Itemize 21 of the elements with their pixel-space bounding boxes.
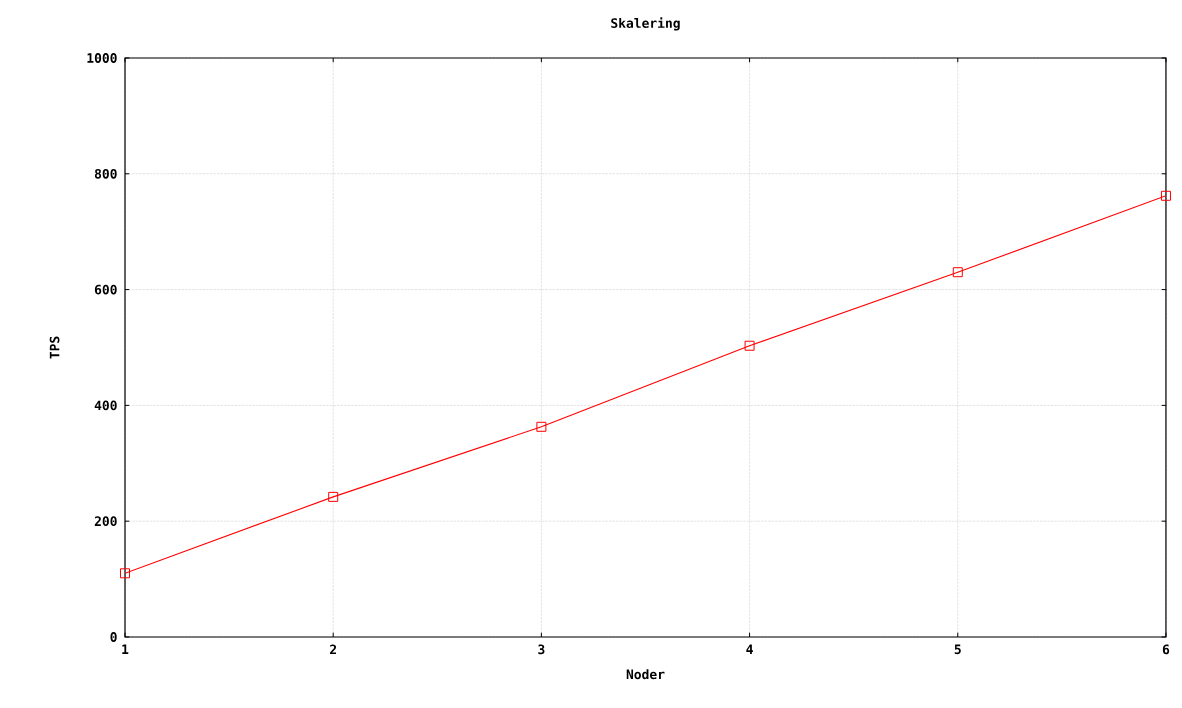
y-tick-label: 400: [94, 400, 117, 411]
point: [1160, 190, 1171, 201]
point: [536, 421, 547, 432]
y-tick-label: 0: [110, 632, 117, 642]
y-tick-label: 1000: [87, 53, 117, 63]
y-tick-label: 200: [94, 516, 117, 527]
point: [120, 568, 131, 579]
x-tick-label: 3: [538, 644, 545, 655]
y-tick-label: 600: [94, 284, 117, 295]
point: [328, 491, 339, 502]
chart-title: Skalering: [611, 17, 680, 31]
y-axis-title: TPS: [49, 336, 60, 359]
x-tick-label: 1: [122, 644, 129, 654]
x-axis-title: Noder: [626, 669, 665, 680]
point: [952, 267, 963, 278]
y-tick-label: 800: [94, 168, 117, 179]
x-tick-label: 5: [954, 644, 961, 655]
x-tick-label: 6: [1162, 644, 1170, 655]
x-tick-label: 4: [746, 644, 753, 654]
point: [744, 340, 755, 351]
x-tick-label: 2: [330, 644, 337, 655]
